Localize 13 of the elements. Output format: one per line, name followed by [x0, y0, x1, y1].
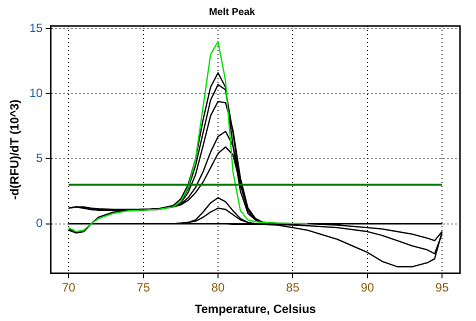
x-tick-label: 80 — [211, 280, 226, 295]
y-tick-label: 10 — [29, 86, 44, 100]
x-tick-label: 85 — [286, 280, 300, 295]
x-axis-title: Temperature, Celsius — [194, 302, 316, 316]
chart-title: Melt Peak — [208, 6, 256, 18]
y-tick-label: 0 — [36, 216, 44, 230]
y-tick-label: 5 — [36, 151, 44, 166]
y-tick-label: 15 — [29, 20, 44, 35]
x-tick-label: 70 — [62, 280, 76, 295]
x-tick-label: 75 — [136, 280, 150, 295]
x-tick-label: 90 — [360, 280, 374, 295]
x-tick-label: 95 — [435, 280, 450, 295]
y-axis-title: -d(RFU)/dT (10^3) — [8, 99, 22, 200]
